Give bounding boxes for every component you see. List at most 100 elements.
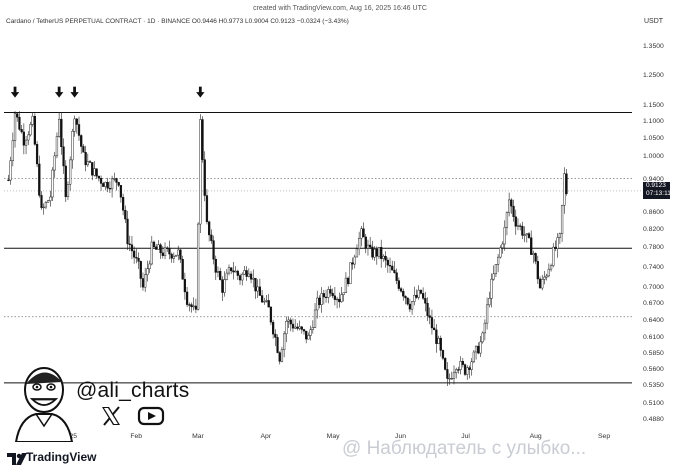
candle-body (514, 216, 517, 227)
candle-body (291, 323, 295, 329)
time-tick-label: Mar (192, 433, 204, 440)
candle-body (455, 369, 458, 374)
candle-body (166, 247, 169, 250)
price-tick-label: 0.6700 (643, 299, 664, 307)
arrow-shaft (57, 86, 61, 93)
price-tick-label: 0.8200 (643, 225, 664, 233)
candle-body (278, 352, 281, 362)
arrow-head (54, 92, 64, 98)
candle-body (223, 279, 226, 293)
candle-body (446, 369, 449, 379)
candle-body (294, 326, 297, 329)
candle-body (95, 168, 98, 177)
candle-body (448, 378, 451, 380)
candle-body (203, 159, 206, 196)
time-tick-label: Feb (130, 433, 143, 440)
candle-body (322, 293, 325, 298)
candle-body (66, 184, 70, 198)
candle-body (503, 227, 506, 245)
candle-body (190, 304, 193, 308)
candle-body (543, 276, 546, 280)
candle-body (485, 304, 489, 324)
candle-body (435, 329, 438, 344)
candle-body (225, 272, 228, 280)
symbol-info[interactable]: Cardano / TetherUS PERPETUAL CONTRACT · … (6, 18, 349, 25)
candle-body (124, 210, 127, 220)
candle-body (241, 273, 244, 281)
candle-body (177, 249, 180, 256)
candle-body (227, 267, 231, 274)
candle-body (247, 273, 250, 277)
candle-body (38, 163, 41, 196)
candle-body (360, 228, 363, 239)
price-tick-label: 1.3500 (643, 43, 664, 51)
candle-body (69, 159, 72, 185)
candle-body (148, 263, 151, 270)
candle-body (254, 277, 257, 292)
candle-body (214, 258, 217, 273)
candle-body (130, 244, 134, 252)
candle-body (71, 131, 74, 161)
candle-body (338, 298, 341, 303)
candle-body (490, 278, 493, 299)
price-tick-label: 0.5100 (643, 399, 664, 407)
candle-body (141, 278, 145, 288)
candle-body (170, 253, 173, 259)
candle-body (499, 247, 502, 258)
candle-body (402, 290, 405, 297)
candle-body (13, 113, 17, 141)
candle-body (121, 196, 125, 211)
candle-body (380, 247, 383, 259)
candle-body (468, 367, 471, 370)
current-price: 0.9123 (646, 182, 666, 189)
candle-body (413, 295, 416, 302)
candle-body (424, 298, 427, 304)
candle-body (58, 118, 61, 137)
tradingview-logo-icon (7, 453, 27, 465)
candle-body (42, 206, 45, 209)
candle-body (541, 279, 544, 289)
candle-body (333, 295, 337, 300)
symbol-name[interactable]: Cardano / TetherUS PERPETUAL CONTRACT · … (6, 18, 191, 25)
arrow-down-icon (54, 86, 64, 98)
candle-body (99, 177, 103, 184)
current-price-badge: 0.9123 07:13:11 (643, 182, 671, 199)
candle-body (276, 337, 279, 353)
candle-body (205, 195, 209, 223)
candle-body (364, 236, 367, 249)
candle-body (525, 233, 528, 236)
candle-body (428, 315, 431, 318)
candle-body (410, 301, 414, 310)
candle-body (137, 257, 140, 262)
candle-body (519, 225, 522, 227)
candle-body (384, 255, 387, 261)
youtube-icon[interactable] (137, 405, 165, 427)
author-handle[interactable]: @ali_charts (76, 379, 190, 402)
candle-body (320, 293, 323, 305)
candle-body (245, 270, 248, 277)
candle-body (377, 247, 381, 257)
candle-body (536, 261, 539, 280)
candle-body (549, 265, 553, 270)
x-logo-icon[interactable] (100, 405, 122, 427)
candle-body (305, 330, 308, 340)
candle-body (219, 270, 222, 280)
candle-body (64, 165, 67, 198)
candle-body (267, 300, 270, 308)
candle-body (477, 345, 480, 354)
created-note: created with TradingView.com, Aug 16, 20… (253, 5, 427, 12)
price-tick-label: 1.1500 (643, 102, 664, 110)
candle-body (196, 223, 200, 310)
candle-body (274, 333, 277, 338)
time-tick-label: May (326, 433, 340, 440)
candle-body (185, 291, 189, 305)
candle-body (492, 273, 495, 280)
candle-body (55, 136, 59, 157)
arrow-head (10, 92, 20, 98)
candle-body (33, 115, 37, 145)
tradingview-brand: TradingView (26, 450, 97, 464)
candle-body (309, 329, 312, 336)
price-tick-label: 0.5350 (643, 382, 664, 390)
candle-body (534, 253, 537, 262)
